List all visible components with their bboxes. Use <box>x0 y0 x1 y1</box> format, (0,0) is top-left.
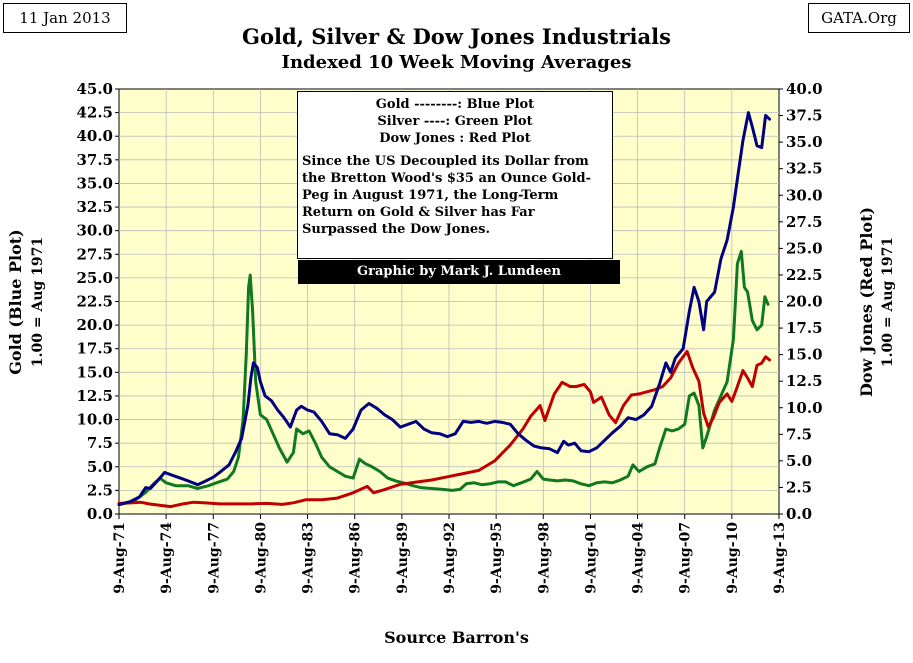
x-tick-label: 9-Aug-77 <box>206 522 222 594</box>
y-axis-left-label: Gold (Blue Plot) <box>6 229 25 374</box>
x-tick-label: 9-Aug-98 <box>536 522 552 594</box>
x-tick-label: 9-Aug-95 <box>489 522 505 594</box>
y-axis-right-sublabel: 1.00 = Aug 1971 <box>880 237 896 367</box>
y-left-tick-label: 45.0 <box>76 80 113 98</box>
legend-dow: Dow Jones : Red Plot <box>379 131 531 146</box>
x-tick-label: 9-Aug-83 <box>301 522 317 594</box>
x-tick-label: 9-Aug-01 <box>583 522 599 594</box>
legend-silver: Silver ----: Green Plot <box>377 114 533 129</box>
y-left-tick-label: 42.5 <box>76 104 113 122</box>
y-left-tick-label: 5.0 <box>87 458 113 476</box>
chart-title: Gold, Silver & Dow Jones Industrials <box>242 24 671 49</box>
source-tag: GATA.Org <box>808 3 910 33</box>
axis-layer: 9-Aug-71 9-Aug-74 9-Aug-77 9-Aug-80 9-Aug-83… <box>76 80 822 594</box>
y-right-tick-label: 12.5 <box>786 372 823 390</box>
x-tick-label: 9-Aug-89 <box>395 522 411 594</box>
x-tick-label: 9-Aug-04 <box>631 522 647 594</box>
y-right-tick-label: 5.0 <box>786 452 812 470</box>
y-axis-right-label: Dow Jones (Red Plot) <box>857 207 876 397</box>
x-tick-label: 9-Aug-10 <box>725 522 741 594</box>
y-right-tick-label: 35.0 <box>786 133 823 151</box>
y-right-tick-label: 10.0 <box>786 399 823 417</box>
y-left-tick-label: 22.5 <box>76 293 113 311</box>
y-right-tick-label: 27.5 <box>786 213 823 231</box>
y-left-tick-label: 30.0 <box>76 222 113 240</box>
x-tick-label: 9-Aug-86 <box>348 522 364 594</box>
y-left-tick-label: 35.0 <box>76 174 113 192</box>
graphic-credit: Graphic by Mark J. Lundeen <box>298 260 620 284</box>
series-line-dow-jones <box>117 349 772 509</box>
legend-box: Gold --------: Blue Plot Silver ----: Gr… <box>297 91 613 259</box>
x-tick-label: 9-Aug-74 <box>159 522 175 594</box>
y-left-tick-label: 2.5 <box>87 481 113 499</box>
y-left-tick-label: 27.5 <box>76 245 113 263</box>
y-axis-left-sublabel: 1.00 = Aug 1971 <box>30 237 46 367</box>
y-right-tick-label: 40.0 <box>786 80 823 98</box>
x-tick-label: 9-Aug-92 <box>442 522 458 594</box>
date-label: 11 Jan 2013 <box>3 3 127 33</box>
series-line-silver <box>117 249 770 507</box>
legend-note: Since the US Decoupled its Dollar from t… <box>302 154 592 237</box>
y-left-tick-label: 15.0 <box>76 363 113 381</box>
source-footer: Source Barron's <box>384 628 529 647</box>
y-left-tick-label: 7.5 <box>87 434 113 452</box>
y-right-tick-label: 7.5 <box>786 425 812 443</box>
y-right-tick-label: 17.5 <box>786 319 823 337</box>
y-right-tick-label: 2.5 <box>786 478 812 496</box>
y-right-tick-label: 30.0 <box>786 186 823 204</box>
y-right-tick-label: 20.0 <box>786 293 823 311</box>
y-left-tick-label: 0.0 <box>87 505 113 523</box>
y-left-tick-label: 32.5 <box>76 198 113 216</box>
y-right-tick-label: 25.0 <box>786 239 823 257</box>
y-left-tick-label: 10.0 <box>76 411 113 429</box>
legend-gold: Gold --------: Blue Plot <box>375 97 535 112</box>
series-line-gold <box>117 111 772 507</box>
y-right-tick-label: 15.0 <box>786 346 823 364</box>
x-tick-label: 9-Aug-13 <box>772 522 788 594</box>
series-layer <box>117 111 772 509</box>
y-left-tick-label: 12.5 <box>76 387 113 405</box>
y-right-tick-label: 37.5 <box>786 107 823 125</box>
y-right-tick-label: 32.5 <box>786 160 823 178</box>
y-left-tick-label: 40.0 <box>76 127 113 145</box>
y-left-tick-label: 25.0 <box>76 269 113 287</box>
y-left-tick-label: 37.5 <box>76 151 113 169</box>
chart-subtitle: Indexed 10 Week Moving Averages <box>281 52 632 73</box>
y-right-tick-label: 22.5 <box>786 266 823 284</box>
x-tick-label: 9-Aug-71 <box>112 522 128 594</box>
x-tick-label: 9-Aug-07 <box>678 522 694 594</box>
y-left-tick-label: 17.5 <box>76 340 113 358</box>
y-left-tick-label: 20.0 <box>76 316 113 334</box>
y-right-tick-label: 0.0 <box>786 505 812 523</box>
x-tick-label: 9-Aug-80 <box>253 522 269 594</box>
